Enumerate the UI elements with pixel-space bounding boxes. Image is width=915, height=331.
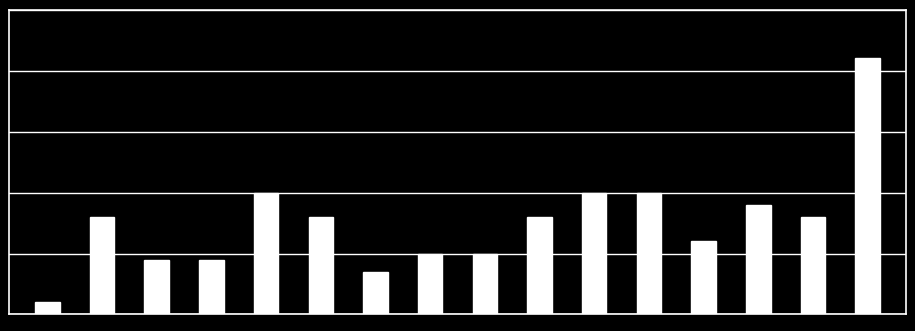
Bar (253, 193, 278, 314)
Bar (363, 272, 388, 314)
Bar (472, 254, 497, 314)
Bar (527, 217, 552, 314)
Bar (582, 193, 607, 314)
Bar (35, 302, 59, 314)
Bar (746, 205, 770, 314)
Bar (856, 58, 880, 314)
Bar (199, 260, 224, 314)
Bar (145, 260, 169, 314)
Bar (90, 217, 114, 314)
Bar (691, 241, 716, 314)
Bar (418, 254, 443, 314)
Bar (308, 217, 333, 314)
Bar (801, 217, 825, 314)
Bar (637, 193, 662, 314)
